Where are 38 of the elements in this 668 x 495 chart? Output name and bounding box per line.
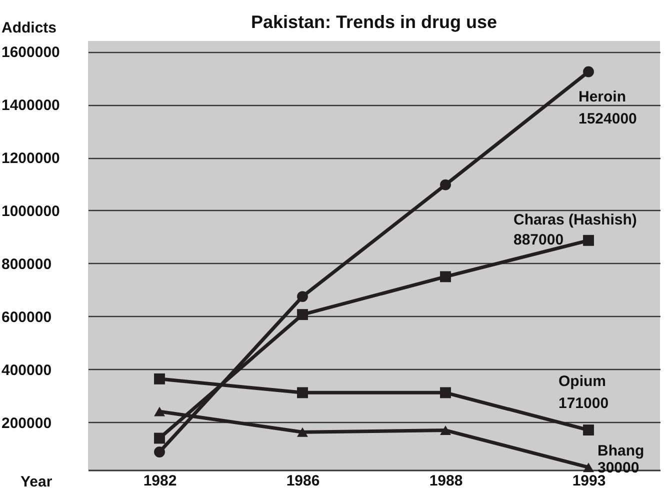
point — [583, 462, 594, 472]
series-label: Heroin — [578, 88, 626, 106]
y-tick-label: 800000 — [2, 256, 52, 273]
point — [583, 234, 594, 246]
point — [154, 406, 165, 416]
point — [297, 387, 308, 398]
y-tick-label: 600000 — [2, 308, 52, 326]
x-tick-label: 1986 — [286, 472, 320, 490]
y-tick-label: 400000 — [2, 362, 52, 379]
y-tick-label: 1400000 — [2, 97, 60, 114]
series-label: Bhang — [598, 442, 644, 460]
x-tick-label: 1982 — [143, 472, 177, 490]
point — [583, 424, 594, 436]
point — [154, 446, 165, 458]
y-axis-title: Addicts — [2, 20, 57, 36]
chart-title: Pakistan: Trends in drug use — [250, 12, 498, 32]
x-tick-label: 1993 — [572, 472, 606, 490]
y-tick-label: 1200000 — [2, 150, 60, 168]
x-axis-title: Year — [20, 474, 52, 490]
text: Opium — [558, 373, 606, 390]
data-label: 171000 — [558, 395, 609, 412]
y-tick-label: 1000000 — [2, 202, 60, 220]
data-label: 1524000 — [578, 110, 637, 128]
point — [440, 387, 451, 398]
point — [297, 427, 308, 437]
point — [154, 373, 165, 384]
point — [440, 426, 451, 436]
point — [583, 66, 594, 78]
x-tick-label: 1988 — [429, 472, 463, 490]
y-tick-label: 200000 — [2, 414, 52, 432]
data-label: 887000 — [514, 231, 564, 248]
point — [440, 271, 451, 282]
point — [440, 179, 451, 190]
point — [297, 309, 308, 320]
point — [154, 432, 165, 444]
y-tick-label: 1600000 — [2, 44, 60, 62]
point — [297, 291, 308, 302]
series-label: Charas (Hashish) — [514, 211, 637, 228]
